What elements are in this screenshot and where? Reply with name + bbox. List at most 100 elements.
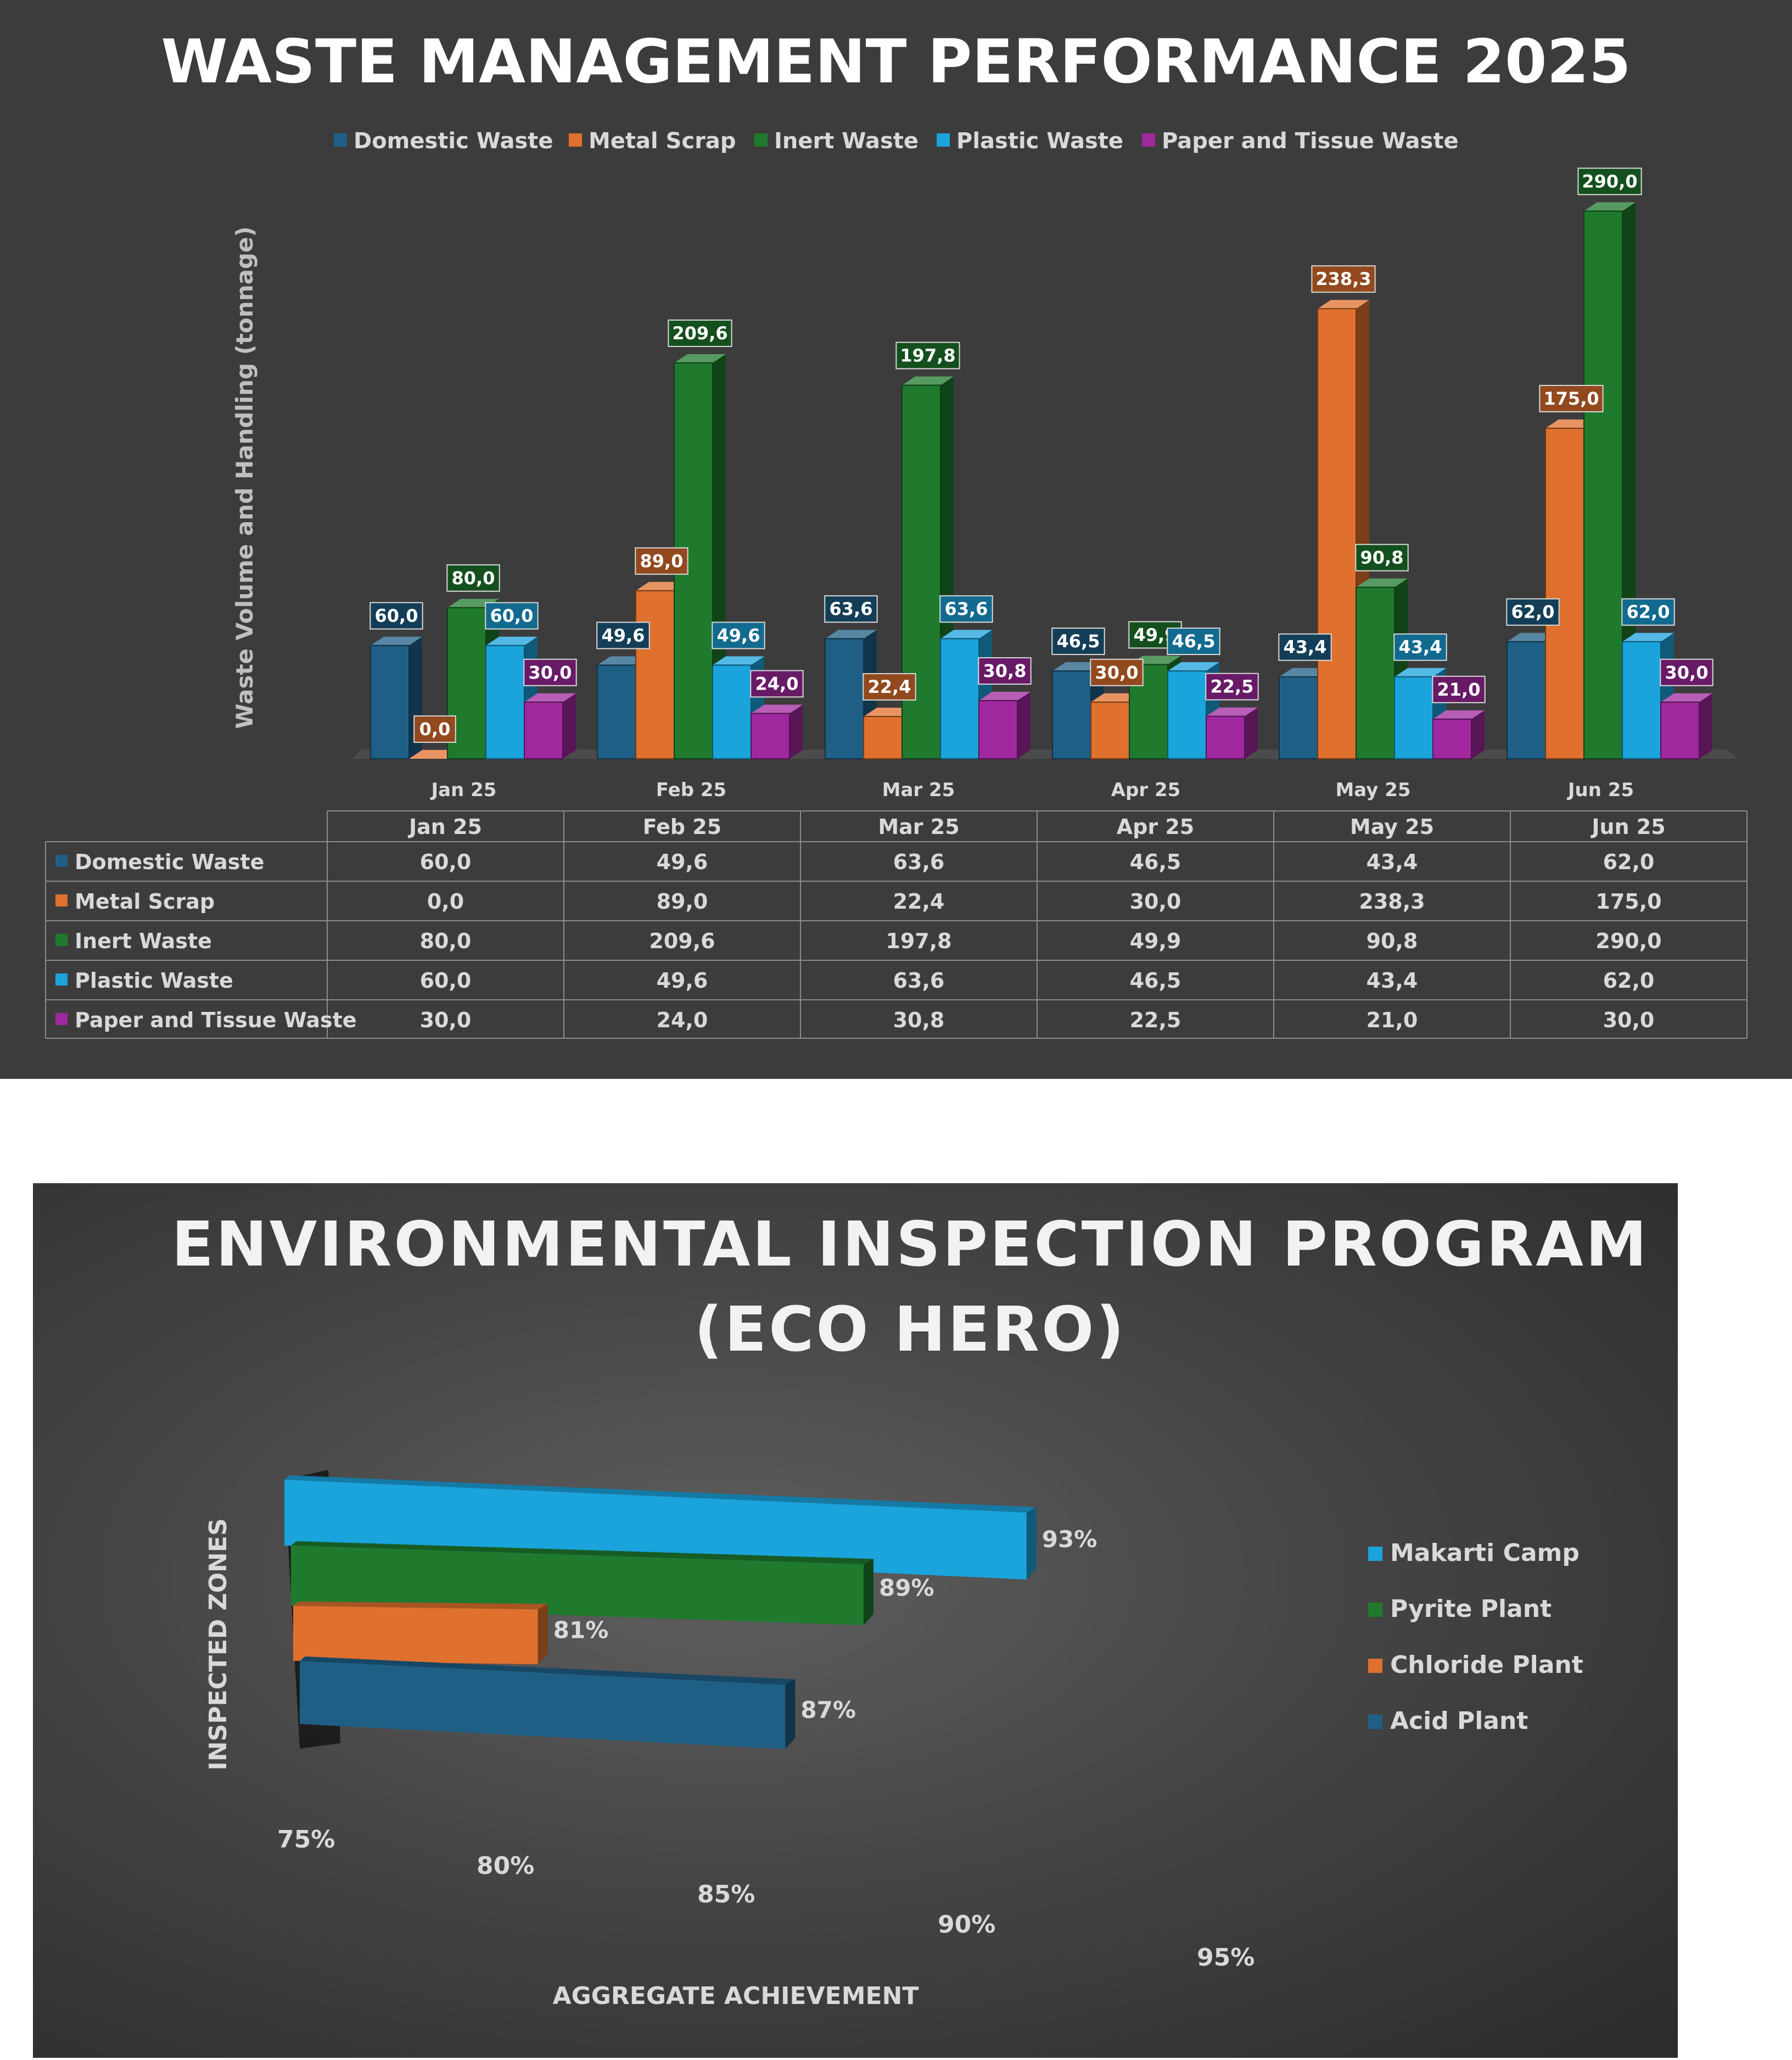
bar-side: [563, 693, 576, 759]
legend-swatch: [1368, 1547, 1382, 1561]
table-row: Metal Scrap 0,0 89,0 22,4 30,0 238,3 175,0: [55, 889, 1662, 914]
table-cell: 175,0: [1595, 889, 1661, 914]
x-tick-label: 80%: [477, 1852, 534, 1880]
bar-front: [597, 664, 636, 759]
table-row: Paper and Tissue Waste 30,0 24,0 30,8 22,5 21…: [55, 1008, 1654, 1032]
chart-title-line-1: ENVIRONMENTAL INSPECTION PROGRAM: [172, 1209, 1649, 1280]
data-label: 24,0: [750, 670, 804, 698]
data-label-box: [824, 595, 878, 623]
bar-front: [293, 1606, 538, 1665]
bar-top: [1584, 202, 1636, 211]
table-row: Domestic Waste 60,0 49,6 63,6 46,5 43,4 62,0: [55, 850, 1654, 874]
bar-front: [1622, 641, 1661, 759]
bar-front: [524, 701, 563, 760]
data-label-box: [635, 547, 688, 575]
data-label: 81%: [553, 1616, 609, 1643]
x-tick-label: 95%: [1197, 1944, 1255, 1972]
table-header: Jan 25 Feb 25 Mar 25 Apr 25 May 25 Jun 25: [407, 815, 1666, 839]
table-row-label: Domestic Waste: [75, 850, 264, 874]
bar-front: [1090, 701, 1130, 760]
data-label-text: 30,0: [1095, 662, 1139, 683]
category-group: [1052, 656, 1258, 760]
data-label-text: 62,0: [1511, 602, 1555, 623]
bar: [751, 704, 803, 759]
bar-front: [1660, 701, 1700, 760]
data-label: 63,6: [939, 595, 993, 623]
data-label-box: [1621, 598, 1675, 626]
table-cell: 238,3: [1359, 889, 1425, 914]
bar-side: [1017, 692, 1031, 759]
table-cell: 30,0: [1130, 889, 1181, 914]
table-row-label: Paper and Tissue Waste: [75, 1008, 357, 1032]
legend-item: Acid Plant: [1368, 1707, 1528, 1735]
bar-top: [1356, 578, 1408, 587]
table-cell: 0,0: [427, 889, 464, 914]
legend-swatch: [334, 133, 347, 147]
chart-title-line-2: (ECO HERO): [695, 1294, 1127, 1365]
bar-end: [785, 1679, 796, 1749]
data-label-text: 43,4: [1399, 637, 1442, 658]
category-group: [370, 598, 576, 760]
data-label-box: [863, 673, 916, 701]
waste-chart: WASTE MANAGEMENT PERFORMANCE 2025 Domest…: [45, 26, 1748, 1039]
table-row-swatch: [55, 973, 68, 986]
table-header-cell: Apr 25: [1117, 815, 1194, 839]
data-label-text: 49,6: [717, 625, 760, 646]
legend-label: Pyrite Plant: [1390, 1595, 1552, 1623]
data-label: 197,8: [895, 342, 960, 370]
category-label: Jan 25: [430, 779, 497, 801]
table-row-swatch: [55, 855, 68, 867]
legend-swatch: [1368, 1659, 1382, 1673]
bar-end: [1026, 1507, 1037, 1580]
x-tick-label: 75%: [277, 1826, 335, 1854]
table-cell: 43,4: [1367, 850, 1418, 874]
data-label-text: 238,3: [1315, 268, 1371, 289]
bar-top: [713, 656, 764, 665]
data-label: 49,6: [712, 622, 765, 650]
data-label: 30,0: [523, 658, 577, 686]
category-axis: Jan 25 Feb 25 Mar 25 Apr 25 May 25 Jun 25: [430, 779, 1634, 801]
table-cell: 46,5: [1130, 969, 1181, 993]
data-label-text: 80,0: [452, 568, 495, 589]
data-label: 62,0: [1621, 598, 1675, 626]
bar-top: [940, 630, 992, 639]
x-axis-ticks: 75% 80% 85% 90% 95%: [277, 1826, 1255, 1972]
data-label: 46,5: [1051, 628, 1105, 656]
inspection-chart-panel: ENVIRONMENTAL INSPECTION PROGRAM (ECO HE…: [33, 1183, 1678, 2058]
data-label: 63,6: [824, 595, 878, 623]
bar-front: [1279, 676, 1318, 759]
table-cell: 60,0: [420, 850, 472, 874]
bar: [1660, 693, 1712, 760]
table-cell: 80,0: [420, 929, 472, 953]
bar-front: [1394, 676, 1433, 759]
data-label: 22,4: [863, 673, 916, 701]
data-label-text: 46,5: [1057, 631, 1100, 652]
bar-side: [1471, 710, 1485, 759]
bar: [1432, 710, 1485, 760]
bar-front: [1583, 210, 1623, 759]
data-label-text: 49,6: [602, 625, 645, 646]
bar-front: [751, 713, 790, 759]
data-label-text: 30,8: [983, 660, 1027, 681]
bar-front: [284, 1480, 1027, 1580]
data-label: 43,4: [1278, 633, 1332, 661]
data-label-text: 209,6: [672, 323, 727, 344]
bar: [284, 1475, 1037, 1580]
bar-front: [712, 664, 752, 759]
bar-top: [486, 636, 537, 646]
data-label-box: [939, 595, 993, 623]
legend-label: Domestic Waste: [354, 128, 553, 154]
data-label: 43,4: [1393, 633, 1447, 661]
table-cell: 46,5: [1130, 850, 1181, 874]
data-label-box: [1577, 167, 1642, 195]
table-cell: 21,0: [1367, 1008, 1418, 1032]
legend-item: Plastic Waste: [937, 128, 1123, 154]
legend-swatch: [1368, 1715, 1382, 1729]
data-label-text: 89,0: [640, 551, 684, 572]
bars: 93% 89% 81% 87%: [284, 1475, 1097, 1749]
bar-front: [1052, 670, 1091, 760]
data-label: 60,0: [369, 602, 423, 630]
legend-label: Makarti Camp: [1390, 1539, 1580, 1567]
data-label-box: [895, 342, 960, 370]
data-label-text: 30,0: [529, 662, 572, 683]
